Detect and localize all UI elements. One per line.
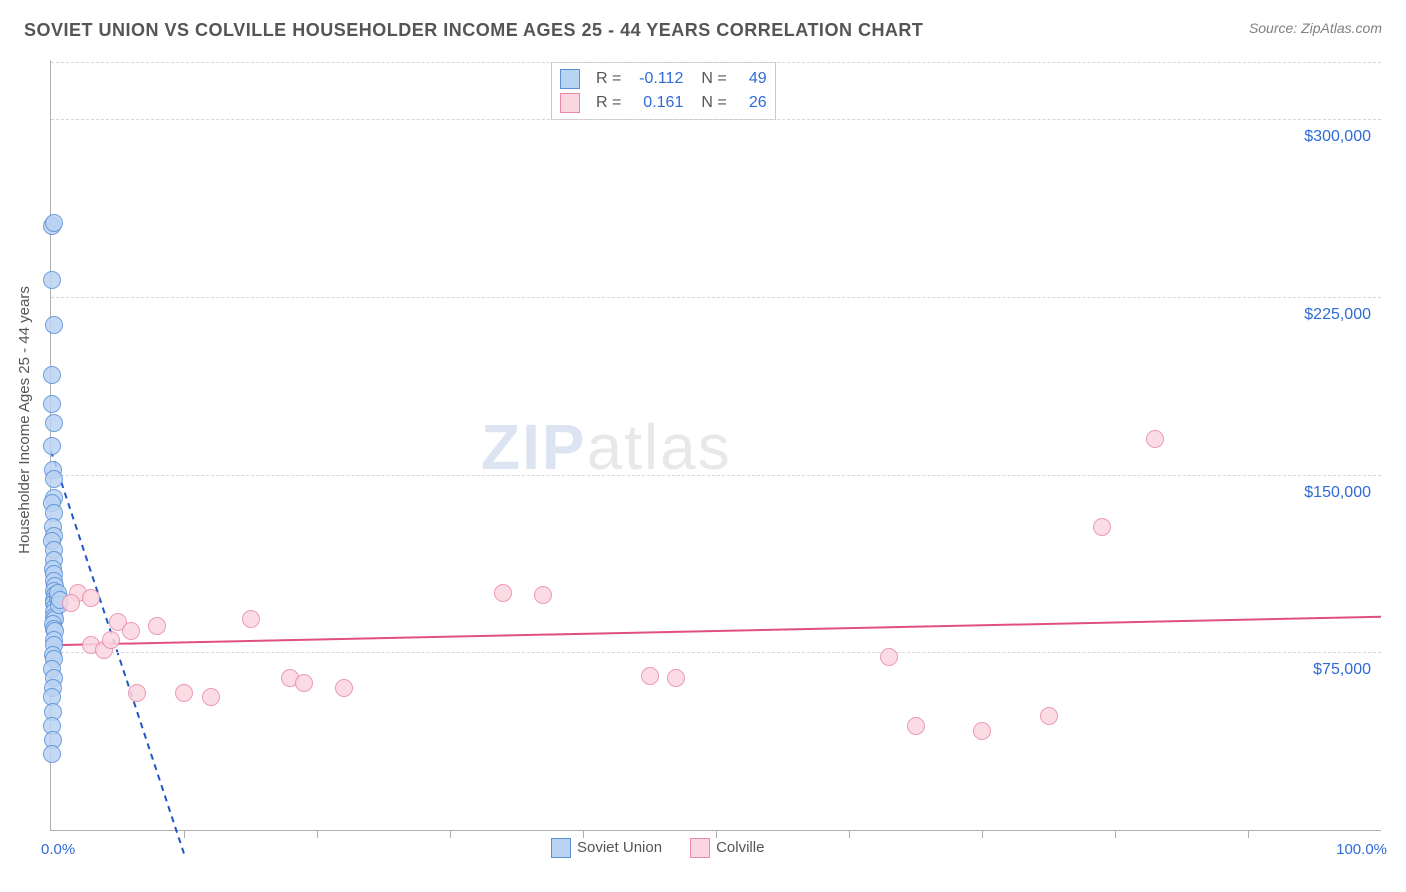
data-point bbox=[43, 395, 61, 413]
data-point bbox=[43, 437, 61, 455]
data-point bbox=[242, 610, 260, 628]
stats-r-label: R = bbox=[596, 94, 621, 112]
legend-label: Soviet Union bbox=[577, 839, 662, 856]
gridline bbox=[51, 652, 1381, 653]
x-legend-item: Colville bbox=[690, 838, 764, 858]
data-point bbox=[202, 688, 220, 706]
data-point bbox=[43, 745, 61, 763]
x-min-label: 0.0% bbox=[41, 841, 75, 858]
plot-area: ZIPatlas R =-0.112N =49R =0.161N =26 0.0… bbox=[50, 60, 1381, 831]
data-point bbox=[45, 214, 63, 232]
data-point bbox=[641, 667, 659, 685]
x-tick bbox=[1248, 830, 1249, 838]
x-tick bbox=[1115, 830, 1116, 838]
data-point bbox=[973, 722, 991, 740]
y-tick-label: $150,000 bbox=[1304, 484, 1371, 502]
data-point bbox=[667, 669, 685, 687]
data-point bbox=[494, 584, 512, 602]
data-point bbox=[102, 631, 120, 649]
data-point bbox=[45, 470, 63, 488]
watermark-zip: ZIP bbox=[481, 411, 587, 483]
data-point bbox=[907, 717, 925, 735]
data-point bbox=[880, 648, 898, 666]
gridline bbox=[51, 62, 1381, 63]
x-tick bbox=[317, 830, 318, 838]
chart-title: SOVIET UNION VS COLVILLE HOUSEHOLDER INC… bbox=[24, 20, 923, 41]
stats-r-value: 0.161 bbox=[631, 94, 683, 112]
x-axis-legend: Soviet Union Colville bbox=[551, 838, 764, 858]
x-max-label: 100.0% bbox=[1336, 841, 1387, 858]
x-tick bbox=[184, 830, 185, 838]
stats-r-value: -0.112 bbox=[631, 70, 683, 88]
data-point bbox=[43, 366, 61, 384]
gridline bbox=[51, 297, 1381, 298]
stats-row: R = 0.161 N = 26 bbox=[560, 91, 767, 115]
data-point bbox=[62, 594, 80, 612]
y-tick-label: $75,000 bbox=[1313, 661, 1371, 679]
data-point bbox=[43, 271, 61, 289]
data-point bbox=[335, 679, 353, 697]
x-tick bbox=[450, 830, 451, 838]
y-axis-title: Householder Income Ages 25 - 44 years bbox=[16, 286, 33, 554]
x-legend-item: Soviet Union bbox=[551, 838, 662, 858]
stats-row: R = -0.112 N = 49 bbox=[560, 67, 767, 91]
watermark: ZIPatlas bbox=[481, 410, 732, 484]
x-tick bbox=[583, 830, 584, 838]
data-point bbox=[148, 617, 166, 635]
legend-label: Colville bbox=[716, 839, 764, 856]
trend-lines bbox=[51, 60, 1381, 830]
legend-swatch bbox=[690, 838, 710, 858]
stats-n-value: 49 bbox=[737, 70, 767, 88]
data-point bbox=[295, 674, 313, 692]
gridline bbox=[51, 119, 1381, 120]
data-point bbox=[1093, 518, 1111, 536]
stats-n-label: N = bbox=[701, 94, 726, 112]
data-point bbox=[1040, 707, 1058, 725]
data-point bbox=[1146, 430, 1164, 448]
stats-n-label: N = bbox=[701, 70, 726, 88]
x-tick bbox=[849, 830, 850, 838]
data-point bbox=[175, 684, 193, 702]
legend-swatch bbox=[551, 838, 571, 858]
data-point bbox=[45, 414, 63, 432]
data-point bbox=[122, 622, 140, 640]
stats-r-label: R = bbox=[596, 70, 621, 88]
x-tick bbox=[982, 830, 983, 838]
x-tick bbox=[716, 830, 717, 838]
stats-legend: R = -0.112 N = 49 R = 0.161 N = 26 bbox=[551, 62, 776, 120]
legend-swatch bbox=[560, 69, 580, 89]
data-point bbox=[45, 316, 63, 334]
source-label: Source: ZipAtlas.com bbox=[1249, 20, 1382, 36]
stats-n-value: 26 bbox=[737, 94, 767, 112]
data-point bbox=[534, 586, 552, 604]
gridline bbox=[51, 475, 1381, 476]
y-tick-label: $300,000 bbox=[1304, 128, 1371, 146]
data-point bbox=[128, 684, 146, 702]
data-point bbox=[82, 589, 100, 607]
watermark-atlas: atlas bbox=[587, 411, 732, 483]
y-tick-label: $225,000 bbox=[1304, 306, 1371, 324]
legend-swatch bbox=[560, 93, 580, 113]
